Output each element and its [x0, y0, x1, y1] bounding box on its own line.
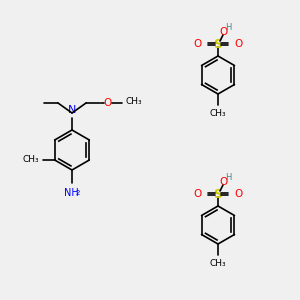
- Text: H: H: [225, 173, 231, 182]
- Text: S: S: [214, 38, 223, 50]
- Text: NH: NH: [64, 188, 78, 198]
- Text: O: O: [194, 189, 202, 199]
- Text: O: O: [194, 39, 202, 49]
- Text: CH₃: CH₃: [22, 154, 39, 164]
- Text: O: O: [234, 39, 242, 49]
- Text: O: O: [219, 27, 227, 37]
- Text: S: S: [214, 188, 223, 200]
- Text: CH₃: CH₃: [210, 109, 226, 118]
- Text: O: O: [234, 189, 242, 199]
- Text: O: O: [219, 177, 227, 187]
- Text: O: O: [104, 98, 112, 108]
- Text: N: N: [68, 105, 76, 115]
- Text: CH₃: CH₃: [210, 259, 226, 268]
- Text: H: H: [225, 23, 231, 32]
- Text: 2: 2: [76, 190, 80, 196]
- Text: CH₃: CH₃: [126, 98, 142, 106]
